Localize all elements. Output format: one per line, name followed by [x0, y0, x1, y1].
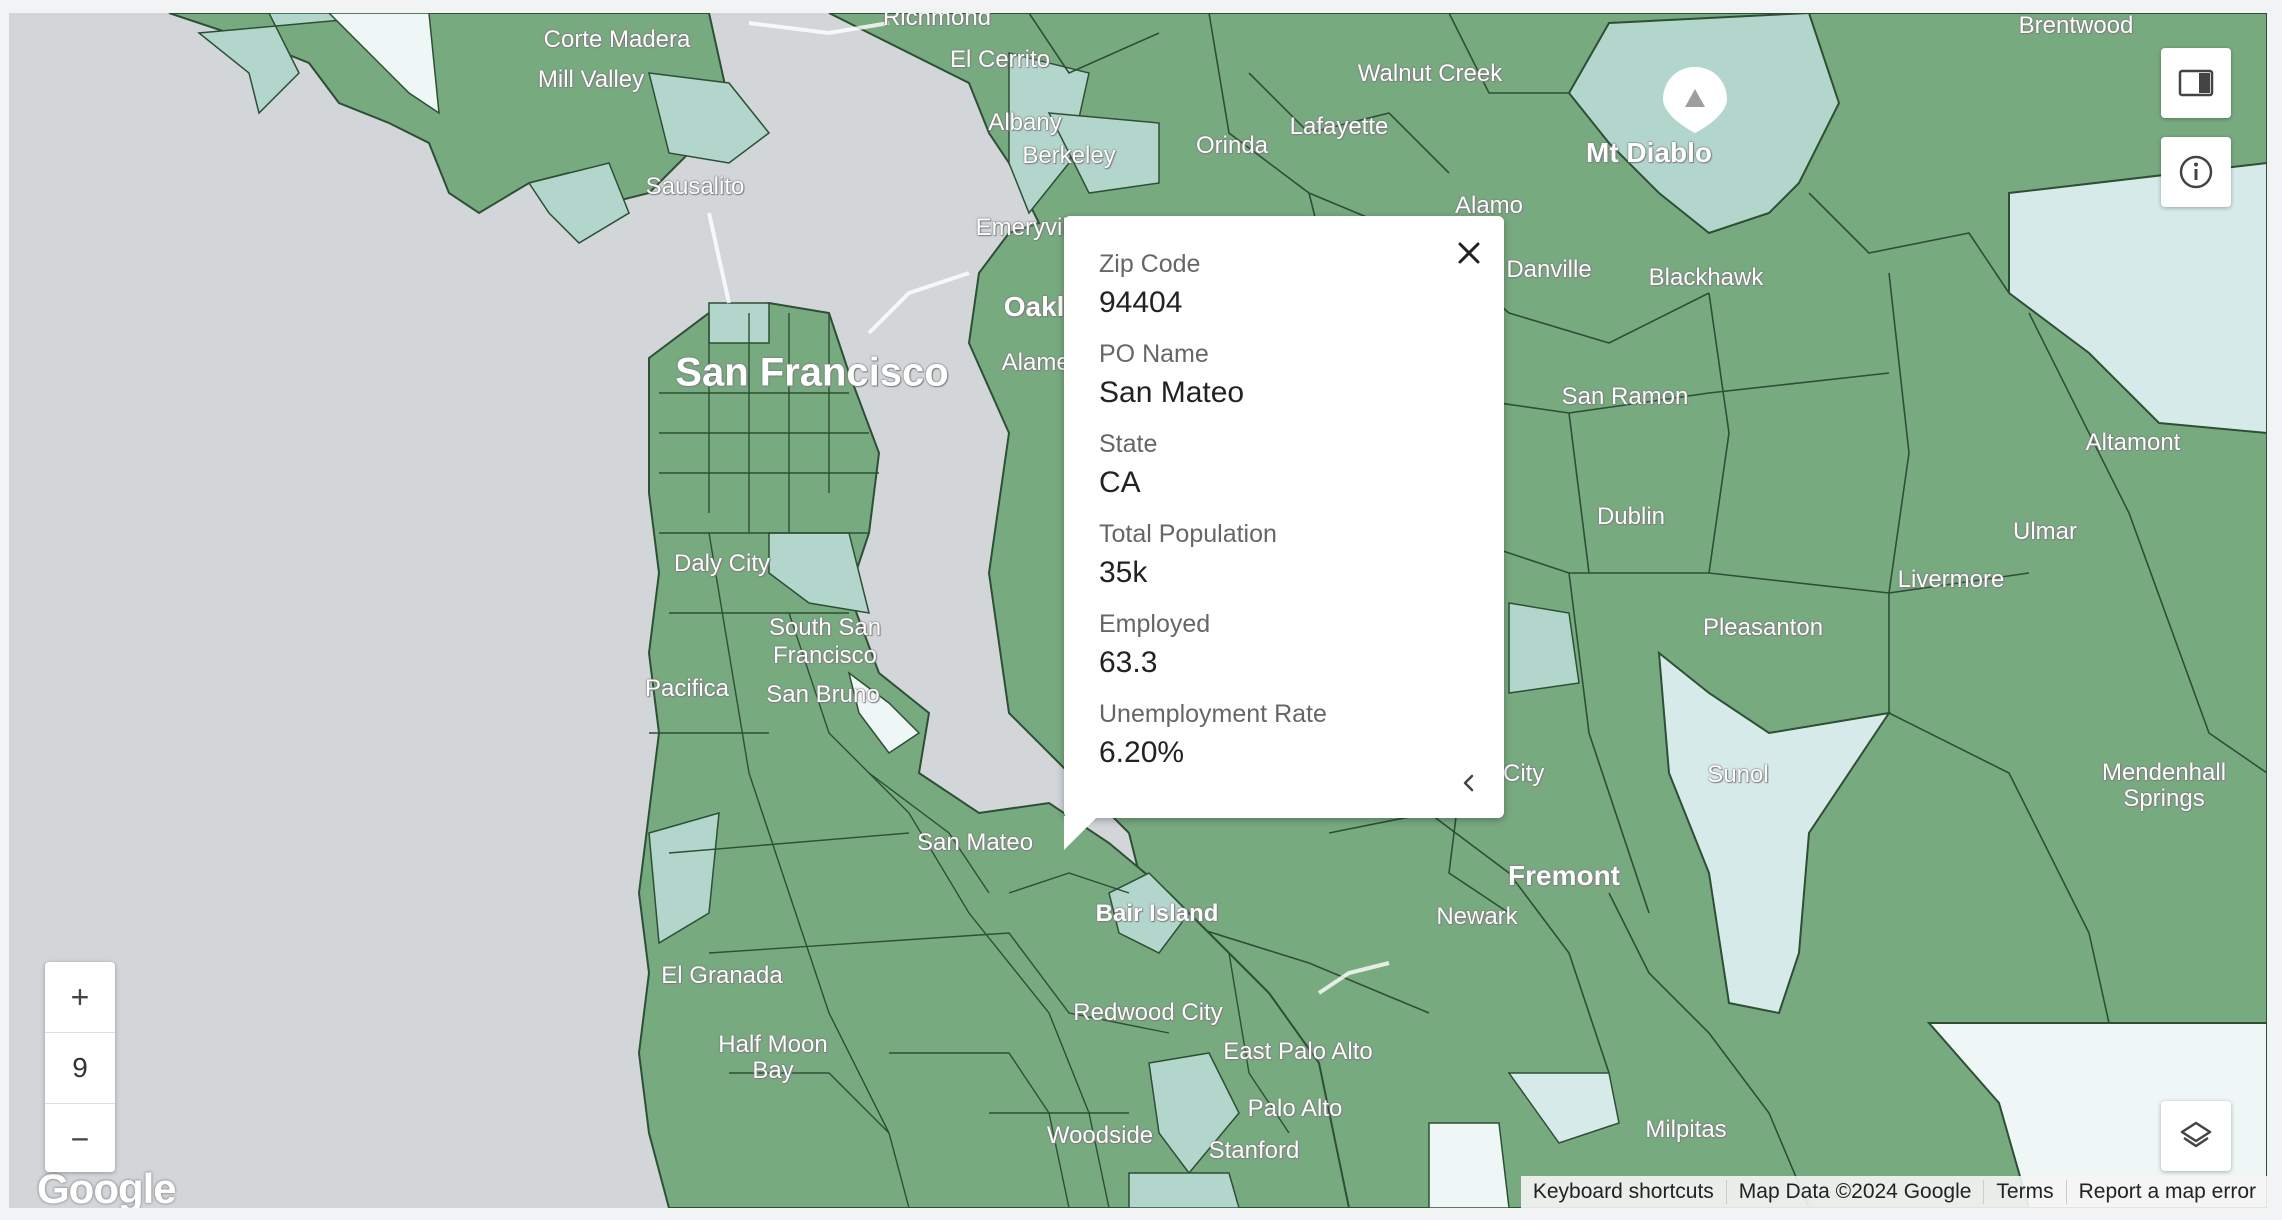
map-label: Bair Island [1095, 900, 1219, 927]
map-label: El Cerrito [949, 46, 1051, 73]
google-logo: Google [37, 1165, 177, 1208]
map-label: Albany [988, 109, 1062, 136]
map-label: Brentwood [2018, 13, 2134, 39]
map-label: South San Francisco [768, 614, 882, 669]
field-label-state: State [1099, 430, 1158, 458]
field-value-unemployment-rate: 6.20% [1099, 736, 1185, 769]
map-label: Richmond [882, 13, 992, 31]
map-label: Palo Alto [1247, 1095, 1343, 1122]
side-panel-icon [2178, 69, 2214, 97]
map-label: Milpitas [1645, 1116, 1727, 1143]
field-label-zip-code: Zip Code [1099, 250, 1201, 278]
field-label-po-name: PO Name [1099, 340, 1209, 368]
zoom-control: + 9 − [45, 962, 115, 1172]
popup-pointer [1064, 816, 1098, 850]
field-value-employed: 63.3 [1099, 646, 1158, 679]
map-label: Ulmar [2013, 518, 2077, 545]
map-label: Newark [1436, 903, 1518, 930]
map-label: San Mateo [916, 829, 1034, 856]
info-icon [2179, 155, 2213, 189]
map-label: Mt Diablo [1586, 137, 1712, 168]
map-label: San Francisco [675, 350, 949, 395]
map-attribution: Keyboard shortcuts Map Data ©2024 Google… [1520, 1176, 2268, 1208]
map-label: Livermore [1897, 566, 2005, 593]
map-label: Orinda [1195, 132, 1269, 159]
info-popup: Zip Code 94404 PO Name San Mateo State C… [1064, 216, 1504, 850]
map-label: Daly City [673, 550, 771, 577]
map-label: Danville [1506, 256, 1592, 283]
map-label: Mendenhall Springs [2101, 759, 2227, 812]
side-panel-button[interactable] [2161, 48, 2231, 118]
map-label: Alamo [1454, 192, 1524, 219]
mountain-pin-icon [1663, 67, 1727, 133]
map-label: East Palo Alto [1223, 1038, 1373, 1065]
field-label-total-population: Total Population [1099, 520, 1277, 548]
layers-icon [2180, 1121, 2212, 1148]
map-data-credit: Map Data ©2024 Google [1727, 1180, 1985, 1204]
map-label: Blackhawk [1648, 264, 1764, 291]
keyboard-shortcuts-link[interactable]: Keyboard shortcuts [1521, 1180, 1727, 1204]
report-error-link[interactable]: Report a map error [2078, 1180, 2256, 1203]
map-label: Dublin [1596, 503, 1666, 530]
map-label: Fremont [1508, 860, 1620, 891]
map-label: Mill Valley [537, 66, 645, 93]
info-button[interactable] [2161, 137, 2231, 207]
map-label: San Ramon [1561, 383, 1689, 410]
map-label: Redwood City [1073, 999, 1223, 1026]
map-label: El Granada [661, 962, 783, 989]
layers-button[interactable] [2161, 1101, 2231, 1171]
zoom-level: 9 [45, 1032, 115, 1104]
map-label: Walnut Creek [1357, 60, 1503, 87]
zoom-in-button[interactable]: + [70, 978, 90, 1015]
zoom-out-button[interactable]: − [70, 1120, 90, 1157]
map-label: Lafayette [1289, 113, 1389, 140]
chevron-left-icon[interactable] [1454, 768, 1484, 798]
map-label: Woodside [1046, 1122, 1154, 1149]
map-label: Sunol [1707, 761, 1769, 788]
terms-link[interactable]: Terms [1984, 1180, 2067, 1204]
field-value-total-population: 35k [1099, 556, 1148, 589]
field-label-employed: Employed [1099, 610, 1211, 638]
map-label: Pacifica [644, 675, 730, 702]
map-label: Half Moon Bay [718, 1031, 828, 1084]
field-value-zip-code: 94404 [1099, 286, 1183, 319]
map-label: Altamont [2085, 429, 2181, 456]
close-icon[interactable] [1449, 233, 1489, 273]
map-label: Stanford [1208, 1137, 1300, 1164]
field-label-unemployment-rate: Unemployment Rate [1099, 700, 1327, 728]
map-label: Sausalito [645, 173, 745, 200]
map-label: Corte Madera [543, 26, 691, 53]
map-label: Berkeley [1022, 142, 1116, 169]
map-label: Pleasanton [1702, 614, 1824, 641]
field-value-po-name: San Mateo [1099, 376, 1245, 409]
map-label: San Bruno [766, 681, 880, 708]
field-value-state: CA [1099, 466, 1141, 499]
